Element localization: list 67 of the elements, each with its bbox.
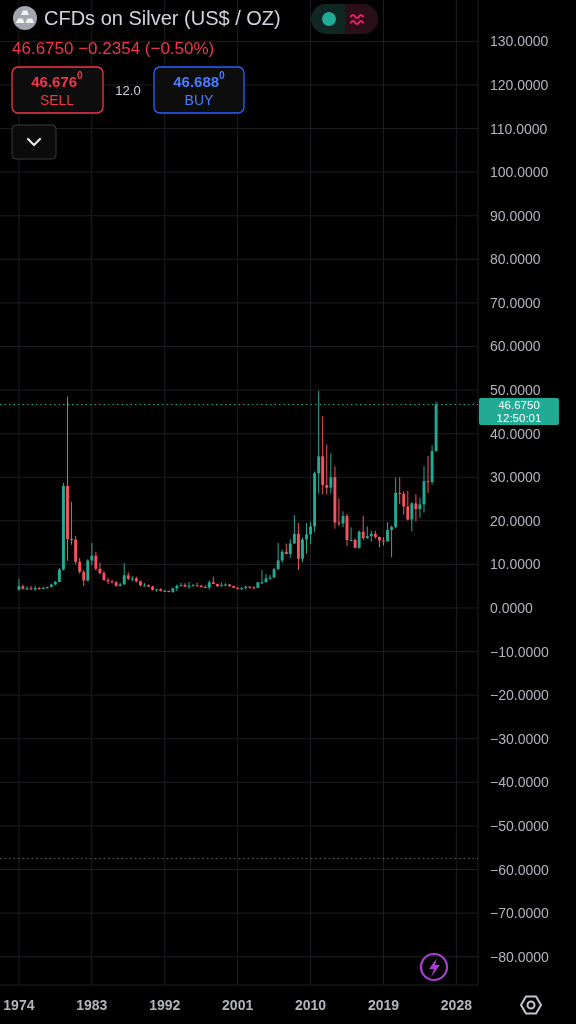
candlestick	[390, 525, 394, 558]
y-tick-label: 50.0000	[490, 382, 541, 399]
annotation: 12.0	[115, 82, 141, 98]
candlestick	[94, 551, 98, 572]
y-tick-label: 110.0000	[490, 120, 548, 137]
candlestick	[365, 526, 369, 540]
y-tick-label: −70.0000	[490, 905, 549, 922]
x-tick-label: 2028	[440, 997, 473, 1013]
y-tick-label: 90.0000	[490, 207, 541, 224]
candlestick	[325, 444, 329, 495]
candlestick	[70, 501, 73, 546]
candlestick	[361, 515, 365, 541]
candlestick	[398, 476, 402, 505]
x-tick-label: 2019	[367, 997, 400, 1013]
y-tick-label: −30.0000	[490, 730, 549, 747]
candlestick	[418, 497, 422, 519]
candlestick	[386, 521, 389, 543]
y-tick-label: 10.0000	[490, 556, 541, 573]
candlestick	[349, 526, 353, 542]
y-tick-label: −50.0000	[490, 817, 549, 834]
candlestick	[357, 529, 361, 550]
x-tick-label: 2001	[222, 997, 254, 1013]
candlestick	[309, 521, 313, 545]
chart-title: CFDs on Silver (US$ / OZ)	[44, 7, 281, 29]
y-tick-label: −40.0000	[490, 774, 549, 791]
y-tick-label: 60.0000	[490, 338, 541, 355]
y-tick-label: 40.0000	[490, 425, 541, 442]
candlestick	[382, 536, 385, 547]
candlestick	[143, 582, 146, 588]
candlestick	[17, 578, 21, 592]
y-tick-label: −60.0000	[490, 861, 549, 878]
candlestick	[305, 522, 308, 555]
y-tick-label: 30.0000	[490, 469, 541, 486]
y-tick-label: 130.0000	[490, 33, 549, 50]
candlestick	[288, 538, 292, 559]
candlestick	[74, 535, 78, 565]
candlestick	[410, 501, 414, 532]
annotation: 46.676$^{0}$	[31, 70, 84, 90]
y-tick-label: 20.0000	[490, 512, 541, 529]
candlestick	[406, 490, 410, 521]
text: 12:50:01	[496, 411, 542, 424]
y-tick-label: 70.0000	[490, 294, 541, 311]
candlestick	[414, 493, 418, 522]
candlestick	[292, 514, 296, 544]
y-tick-label: −10.0000	[490, 643, 549, 660]
x-tick-label: 1974	[3, 997, 35, 1013]
y-tick-label: 0.0000	[490, 600, 534, 616]
candlestick	[276, 542, 280, 571]
candlestick	[402, 490, 406, 516]
x-tick-label: 1983	[76, 997, 108, 1013]
candlestick	[98, 562, 102, 575]
candlestick	[21, 583, 25, 591]
x-tick-label: 2010	[295, 997, 327, 1013]
candlestick	[329, 453, 333, 495]
candlestick	[191, 583, 195, 587]
y-tick-label: 80.0000	[490, 251, 541, 268]
candlestick	[301, 536, 304, 563]
y-tick-label: −20.0000	[490, 687, 549, 704]
annotation: 46.688$^{0}$	[173, 70, 226, 90]
x-tick-label: 1992	[149, 997, 181, 1013]
y-tick-label: −80.0000	[490, 948, 549, 965]
y-tick-label: 100.0000	[490, 164, 549, 181]
y-tick-label: 120.0000	[490, 76, 549, 93]
text: 46.6750 −0.2354 (−0.50%)	[12, 38, 215, 58]
annotation: BUY	[184, 92, 215, 108]
annotation: SELL	[39, 92, 75, 108]
ref-line-label: 46.6750	[498, 398, 540, 411]
